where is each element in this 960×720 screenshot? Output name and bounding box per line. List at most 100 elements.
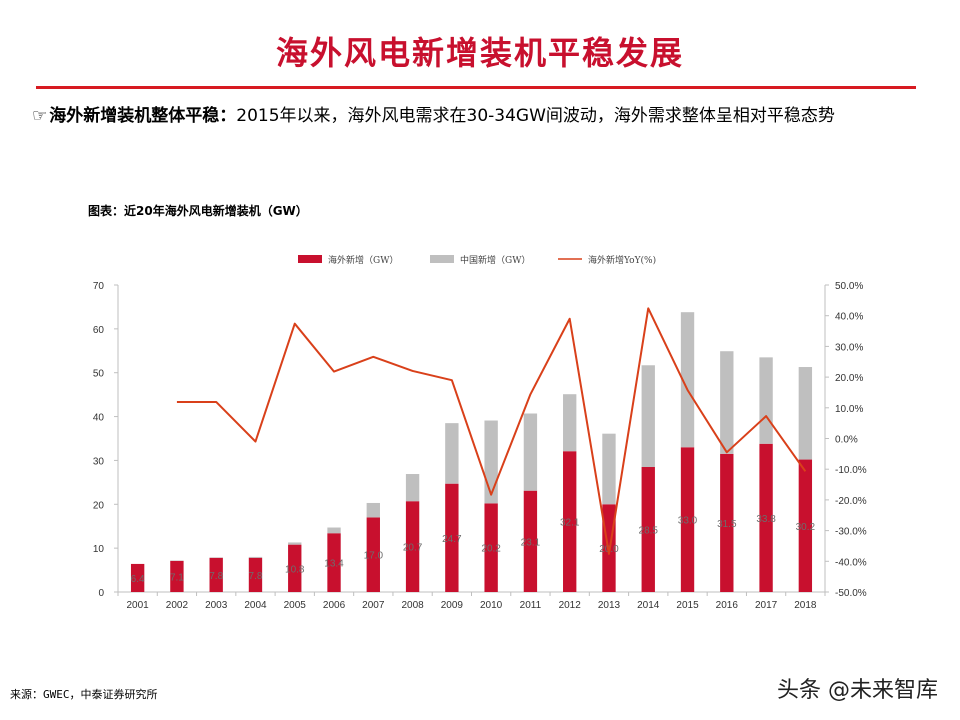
bar-overseas-2008 xyxy=(405,501,420,592)
bar-china-2012 xyxy=(563,394,577,452)
bar-china-2010 xyxy=(484,420,498,504)
x-tick-label: 2016 xyxy=(716,600,739,611)
right-tick-label: -30.0% xyxy=(835,527,867,538)
left-tick-label: 70 xyxy=(93,281,105,292)
bar-china-2009 xyxy=(445,423,459,484)
x-tick-label: 2018 xyxy=(794,600,817,611)
source-note: 来源：GWEC，中泰证券研究所 xyxy=(10,688,158,701)
bullet-text: 2015年以来，海外风电需求在30-34GW间波动，海外需求整体呈相对平稳态势 xyxy=(236,106,835,126)
x-tick-label: 2007 xyxy=(362,600,385,611)
bar-overseas-2011 xyxy=(523,490,538,592)
left-tick-label: 30 xyxy=(93,456,105,467)
x-tick-label: 2001 xyxy=(127,600,150,611)
x-tick-label: 2012 xyxy=(559,600,582,611)
bar-china-2007 xyxy=(366,502,380,518)
bullet-paragraph: ☞ 海外新增装机整体平稳：2015年以来，海外风电需求在30-34GW间波动，海外… xyxy=(32,104,932,128)
bar-overseas-2009 xyxy=(445,483,459,592)
bar-china-2015 xyxy=(680,312,695,448)
bar-china-2014 xyxy=(641,365,655,468)
bar-overseas-2010 xyxy=(484,503,498,592)
bar-data-label: 20.2 xyxy=(481,544,501,555)
title-divider xyxy=(36,86,916,89)
bar-data-label: 33.0 xyxy=(678,516,698,527)
x-tick-label: 2006 xyxy=(323,600,346,611)
bar-overseas-2016 xyxy=(720,453,734,592)
x-tick-label: 2009 xyxy=(441,600,464,611)
page-title: 海外风电新增装机平稳发展 xyxy=(275,34,684,72)
left-tick-label: 10 xyxy=(93,544,105,555)
x-tick-label: 2004 xyxy=(244,600,267,611)
right-tick-label: -50.0% xyxy=(835,588,867,599)
bar-overseas-2018 xyxy=(798,459,813,592)
x-tick-label: 2011 xyxy=(520,600,542,611)
legend-label-yoy: 海外新增YoY(%) xyxy=(588,254,656,266)
right-tick-label: 30.0% xyxy=(835,342,863,353)
x-tick-label: 2015 xyxy=(676,600,699,611)
bar-data-label: 28.5 xyxy=(639,526,659,537)
bar-overseas-2006 xyxy=(327,533,341,592)
x-tick-label: 2013 xyxy=(598,600,621,611)
left-tick-label: 40 xyxy=(93,413,105,424)
right-tick-label: 0.0% xyxy=(835,435,858,446)
bar-overseas-2002 xyxy=(170,560,184,592)
x-tick-label: 2014 xyxy=(637,600,660,611)
x-tick-label: 2008 xyxy=(401,600,424,611)
bar-china-2008 xyxy=(405,474,420,502)
x-tick-label: 2017 xyxy=(755,600,778,611)
right-tick-label: 20.0% xyxy=(835,373,863,384)
x-tick-label: 2003 xyxy=(205,600,228,611)
bar-china-2016 xyxy=(720,351,734,454)
legend-swatch-overseas xyxy=(298,255,322,263)
chart-caption: 图表：近20年海外风电新增装机（GW） xyxy=(88,204,308,218)
right-tick-label: 50.0% xyxy=(835,281,863,292)
right-tick-label: 10.0% xyxy=(835,404,863,415)
legend-label-overseas: 海外新增（GW） xyxy=(328,254,398,266)
bar-data-label: 23.1 xyxy=(521,537,541,548)
bar-overseas-2005 xyxy=(288,544,302,592)
bar-data-label: 13.4 xyxy=(324,559,344,570)
bar-data-label: 17.0 xyxy=(364,551,384,562)
bar-data-label: 7.8 xyxy=(209,571,223,582)
bar-data-label: 6.4 xyxy=(131,574,145,585)
bar-china-2017 xyxy=(759,357,773,444)
bar-china-2006 xyxy=(327,527,341,534)
watermark: 头条 @未来智库 xyxy=(777,678,938,703)
bar-china-2004 xyxy=(248,556,263,558)
right-tick-label: -10.0% xyxy=(835,465,867,476)
bar-data-label: 30.2 xyxy=(796,522,816,533)
bar-china-2013 xyxy=(602,433,616,505)
bar-overseas-2004 xyxy=(248,557,263,592)
bar-overseas-2015 xyxy=(680,447,695,592)
bar-overseas-2001 xyxy=(130,563,145,592)
left-tick-label: 60 xyxy=(93,325,105,336)
bar-overseas-2012 xyxy=(563,451,577,592)
bar-overseas-2007 xyxy=(366,517,380,592)
bar-china-2018 xyxy=(798,367,813,460)
bar-china-2011 xyxy=(523,413,538,491)
bar-data-label: 7.1 xyxy=(170,572,184,583)
bar-overseas-2014 xyxy=(641,467,655,592)
bar-data-label: 31.5 xyxy=(717,519,737,530)
overseas-wind-chart: 海外新增（GW） 中国新增（GW） 海外新增YoY(%) 0 10 20 30 40 50 60 7… xyxy=(93,254,867,611)
bar-data-label: 33.8 xyxy=(756,514,776,525)
bullet-lead: 海外新增装机整体平稳： xyxy=(49,106,237,126)
x-tick-label: 2002 xyxy=(166,600,189,611)
left-tick-label: 50 xyxy=(93,369,105,380)
bar-data-label: 10.8 xyxy=(285,564,305,575)
left-tick-label: 20 xyxy=(93,500,105,511)
right-tick-label: -20.0% xyxy=(835,496,867,507)
bar-china-2005 xyxy=(288,542,302,545)
x-tick-label: 2010 xyxy=(480,600,503,611)
right-tick-label: 40.0% xyxy=(835,312,863,323)
bar-overseas-2003 xyxy=(209,557,223,592)
pointing-hand-icon: ☞ xyxy=(32,106,48,126)
legend-label-china: 中国新增（GW） xyxy=(460,254,530,266)
right-tick-label: -40.0% xyxy=(835,557,867,568)
bar-data-label: 7.8 xyxy=(249,571,263,582)
bar-data-label: 32.1 xyxy=(560,518,580,529)
bar-overseas-2017 xyxy=(759,443,773,592)
bar-data-label: 24.7 xyxy=(442,534,462,545)
x-tick-label: 2005 xyxy=(284,600,307,611)
legend-swatch-china xyxy=(430,255,454,263)
left-tick-label: 0 xyxy=(98,588,104,599)
